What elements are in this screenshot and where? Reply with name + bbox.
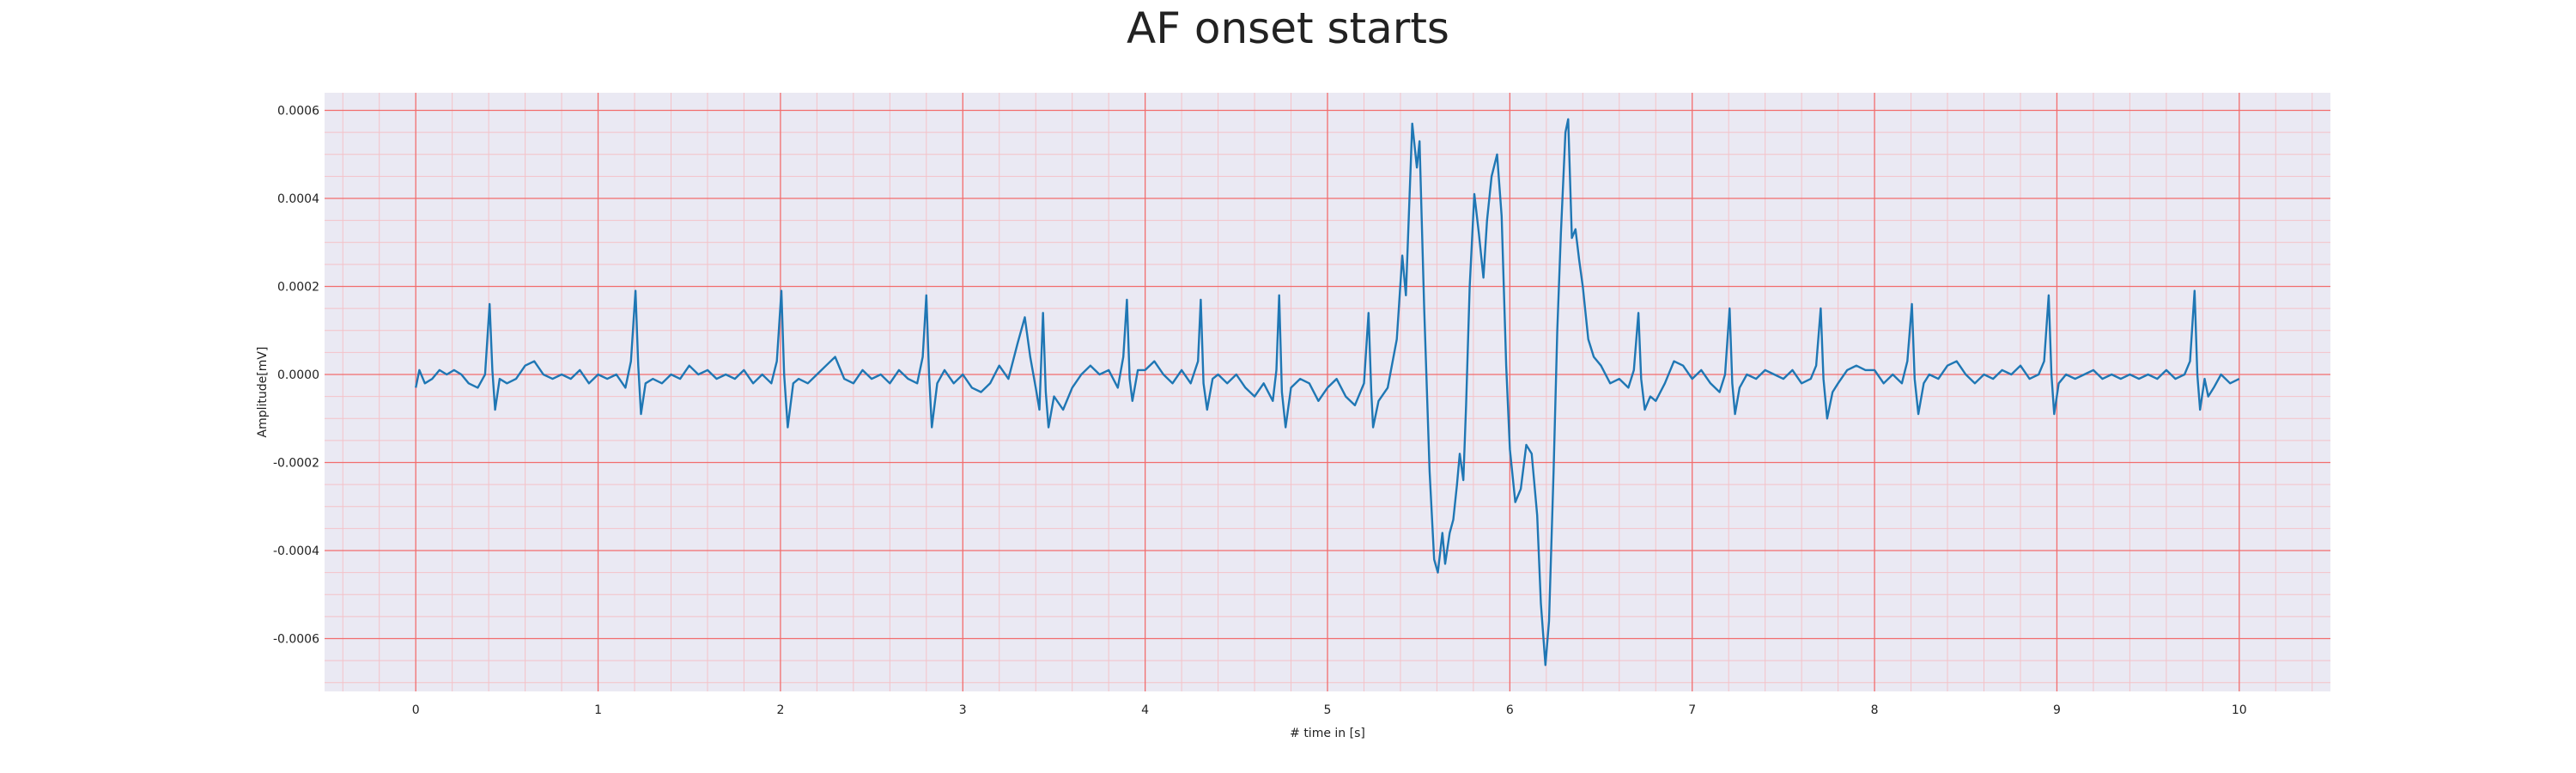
y-tick-labels: 0.0006 0.0004 0.0002 0.0000 -0.0002 -0.0004 -0… bbox=[273, 105, 319, 647]
x-tick-label: 5 bbox=[1324, 703, 1332, 717]
x-tick-label: 3 bbox=[959, 703, 967, 717]
y-tick-label: 0.0000 bbox=[277, 368, 319, 382]
y-tick-label: -0.0006 bbox=[273, 633, 319, 647]
major-grid bbox=[325, 93, 2330, 691]
x-axis-label: # time in [s] bbox=[1290, 727, 1365, 740]
x-tick-label: 4 bbox=[1141, 703, 1149, 717]
x-tick-label: 2 bbox=[776, 703, 784, 717]
y-axis-label: Amplitude[mV] bbox=[256, 347, 270, 438]
y-tick-label: -0.0004 bbox=[273, 545, 319, 558]
x-tick-label: 7 bbox=[1688, 703, 1696, 717]
x-tick-label: 8 bbox=[1871, 703, 1879, 717]
series-line bbox=[415, 118, 2240, 666]
y-tick-label: 0.0002 bbox=[277, 281, 319, 295]
chart-title: AF onset starts bbox=[1127, 3, 1449, 53]
y-tick-label: 0.0006 bbox=[277, 105, 319, 119]
x-tick-labels: 0 1 2 3 4 5 6 7 8 9 10 bbox=[412, 703, 2247, 717]
y-tick-label: 0.0004 bbox=[277, 192, 319, 206]
x-tick-label: 1 bbox=[594, 703, 602, 717]
x-tick-label: 10 bbox=[2232, 703, 2247, 717]
x-tick-label: 6 bbox=[1506, 703, 1514, 717]
y-tick-label: -0.0002 bbox=[273, 457, 319, 471]
x-tick-label: 0 bbox=[412, 703, 420, 717]
x-tick-label: 9 bbox=[2053, 703, 2061, 717]
